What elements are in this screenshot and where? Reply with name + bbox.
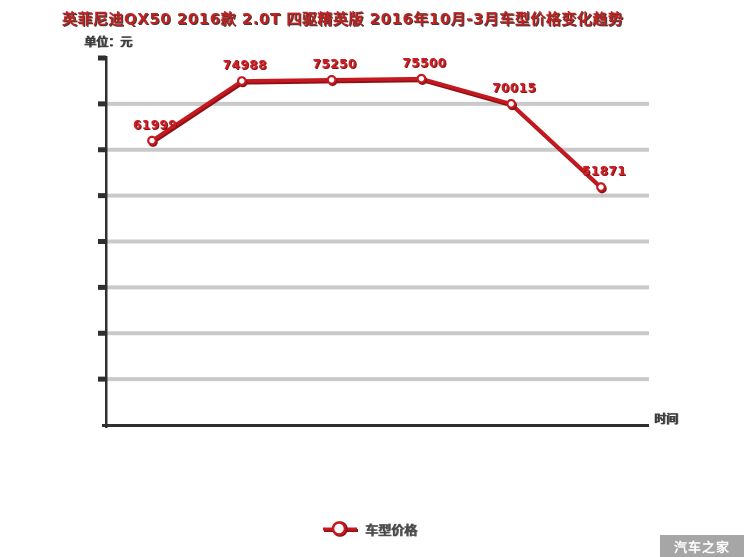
- gridline: [106, 239, 649, 244]
- legend-line-marker-icon: [323, 521, 358, 537]
- gridline: [106, 331, 649, 336]
- legend-label: 车型价格: [365, 523, 418, 539]
- gridline: [106, 193, 649, 198]
- gridline: [106, 147, 649, 152]
- data-point: [326, 74, 337, 85]
- y-axis-line: [105, 56, 108, 428]
- y-axis-tick: [98, 284, 106, 290]
- gridline: [106, 101, 649, 106]
- gridline: [106, 285, 649, 290]
- x-axis-label: 时间: [654, 412, 679, 426]
- point-label: 70015: [492, 80, 537, 95]
- data-point: [596, 182, 606, 192]
- x-axis-line: [102, 424, 649, 427]
- point-label: 51871: [582, 164, 627, 179]
- y-axis-tick: [98, 239, 106, 244]
- y-axis-tick: [98, 330, 106, 336]
- price-line: [151, 76, 603, 189]
- point-label: 75500: [402, 55, 447, 70]
- legend: 车型价格: [323, 517, 417, 541]
- chart-title: 英菲尼迪QX50 2016款 2.0T 四驱精英版 2016年10月-3月车型价…: [62, 10, 624, 28]
- y-axis-tick: [98, 376, 106, 382]
- gridline: [106, 377, 649, 382]
- y-axis-tick: [98, 101, 106, 107]
- y-axis-tick: [98, 147, 106, 153]
- data-point: [147, 135, 157, 146]
- data-point: [236, 76, 247, 86]
- watermark-badge: 汽车之家: [660, 535, 744, 557]
- y-axis-tick: [98, 193, 106, 199]
- data-point: [416, 73, 427, 84]
- point-label: 74988: [222, 57, 268, 72]
- y-axis-unit-label: 单位：元: [84, 35, 133, 49]
- y-axis-tick: [98, 55, 106, 61]
- data-point: [506, 98, 517, 109]
- point-label: 61999: [133, 117, 178, 132]
- point-label: 75250: [312, 56, 357, 71]
